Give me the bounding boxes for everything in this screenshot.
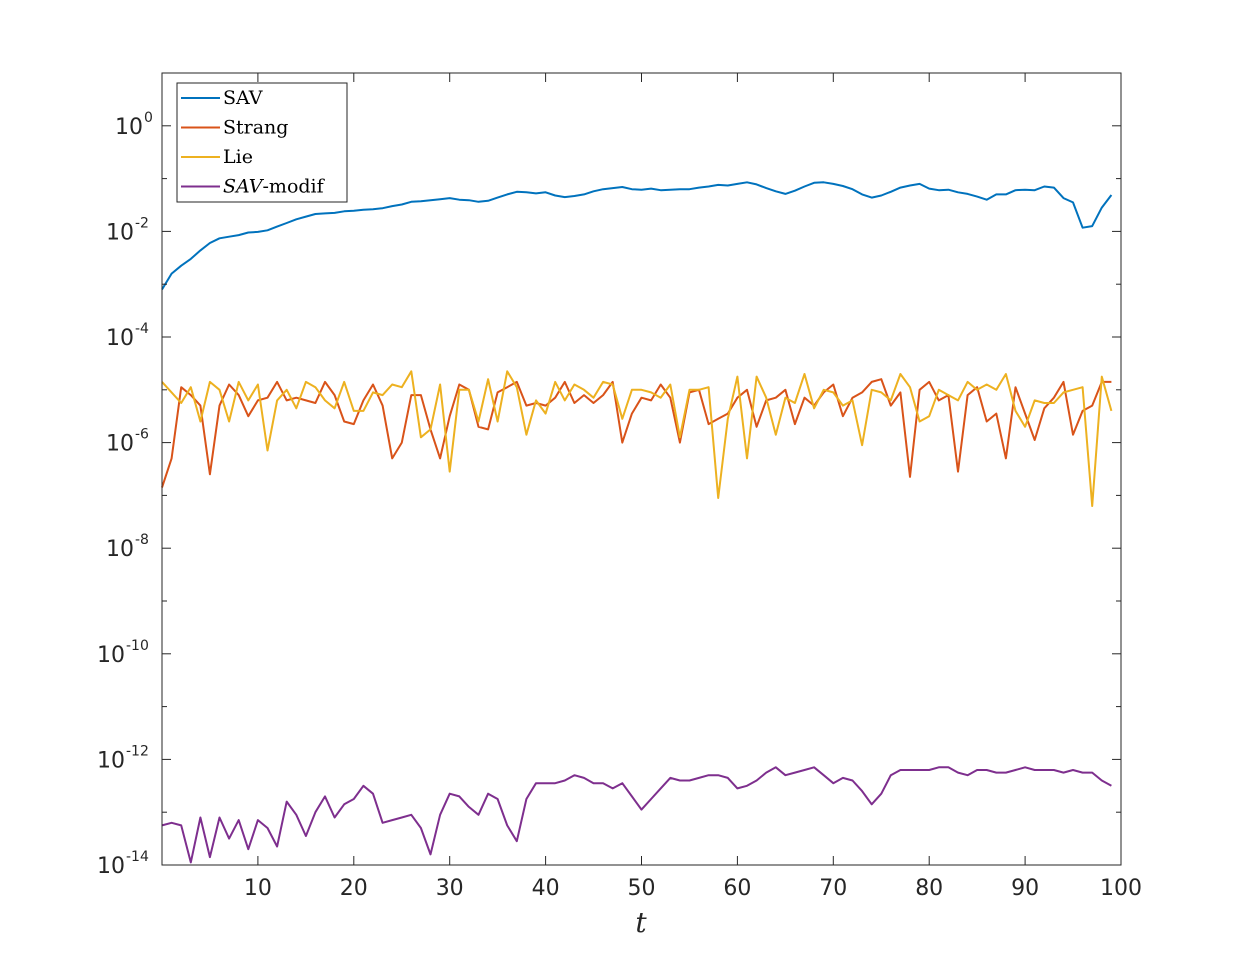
y-tick-exponent: -2 <box>135 215 149 231</box>
y-tick-exponent: -14 <box>126 849 149 865</box>
y-tick-exponent: -12 <box>126 743 149 759</box>
legend-label-2: Lie <box>223 146 253 168</box>
series-layer <box>161 181 1113 864</box>
y-tick-base: 10 <box>106 326 134 351</box>
y-tick-base: 10 <box>97 643 125 668</box>
y-tick-base: 10 <box>106 220 134 245</box>
y-tick-label-1: 10 -2 <box>106 215 149 245</box>
y-tick-base: 10 <box>106 537 134 562</box>
y-tick-exponent: -6 <box>135 427 149 443</box>
y-tick-label-4: 10 -8 <box>106 532 149 562</box>
x-tick-labels: 10 20 30 40 50 60 70 80 90 100 <box>244 876 1142 901</box>
y-tick-exponent: -4 <box>135 321 149 337</box>
y-tick-base: 10 <box>115 115 143 140</box>
series-line-3 <box>161 766 1112 864</box>
y-tick-exponent: -10 <box>126 638 149 654</box>
legend-label-1: Strang <box>223 117 288 139</box>
x-tick-label-80: 80 <box>915 876 943 901</box>
y-tick-label-7: 10 -14 <box>97 849 149 879</box>
legend-box <box>176 82 348 203</box>
x-tick-label-50: 50 <box>628 876 656 901</box>
y-tick-exponent: -8 <box>135 532 149 548</box>
series-line-0 <box>161 181 1113 291</box>
plot-frame <box>161 72 1122 866</box>
x-axis-label: t <box>635 906 647 939</box>
x-tick-label-60: 60 <box>723 876 751 901</box>
legend-label-0: SAV <box>223 87 263 109</box>
legend-label-suffix: -modif <box>263 176 326 198</box>
y-tick-exponent: 0 <box>144 110 153 126</box>
x-tick-label-100: 100 <box>1100 876 1142 901</box>
x-tick-label-90: 90 <box>1011 876 1039 901</box>
series-line-2 <box>161 370 1113 507</box>
y-tick-base: 10 <box>97 854 125 879</box>
y-tick-base: 10 <box>106 432 134 457</box>
legend-label-italic: SAV <box>223 176 265 198</box>
y-tick-label-3: 10 -6 <box>106 427 149 457</box>
y-tick-label-5: 10 -10 <box>97 638 149 668</box>
y-tick-base: 10 <box>97 748 125 773</box>
y-tick-label-2: 10 -4 <box>106 321 149 351</box>
y-tick-label-0: 10 0 <box>115 110 153 140</box>
x-tick-label-20: 20 <box>340 876 368 901</box>
y-tick-label-6: 10 -12 <box>97 743 149 773</box>
x-tick-label-10: 10 <box>244 876 272 901</box>
x-tick-label-70: 70 <box>819 876 847 901</box>
x-tick-label-40: 40 <box>532 876 560 901</box>
plot-area <box>162 73 1121 865</box>
legend-label-3: SAV-modif <box>223 176 326 198</box>
ticks-layer <box>162 72 1122 866</box>
x-tick-label-30: 30 <box>436 876 464 901</box>
